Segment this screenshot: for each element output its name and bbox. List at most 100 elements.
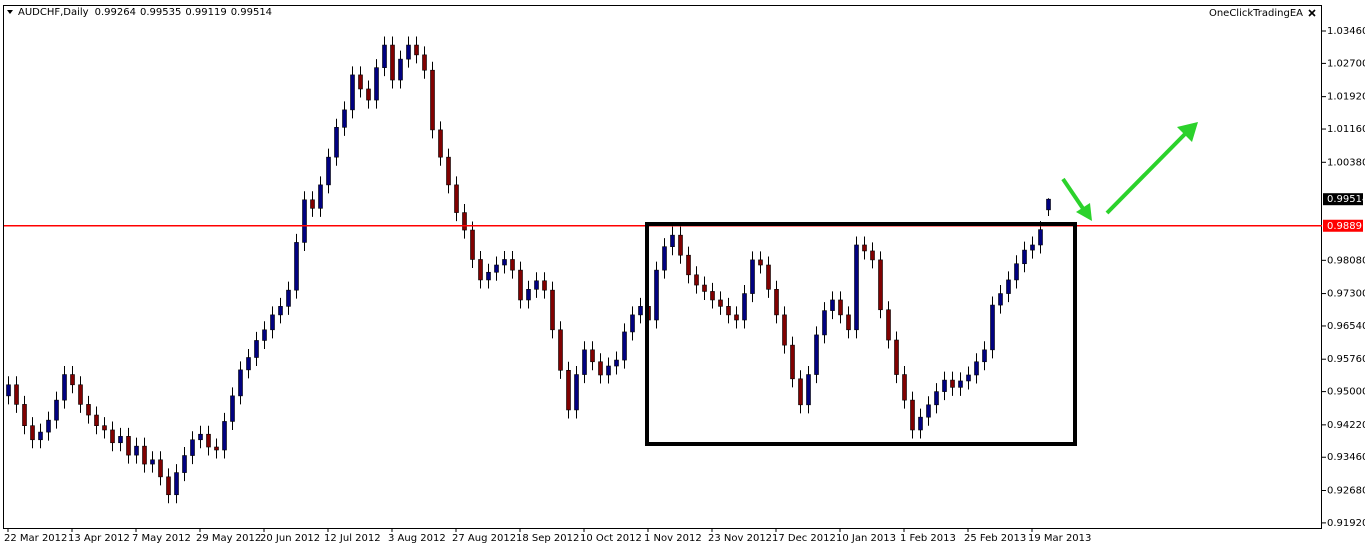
candle-body — [790, 344, 795, 380]
close-button[interactable] — [1308, 9, 1316, 17]
arrow-small — [1061, 177, 1092, 221]
candle-body — [606, 365, 611, 376]
candle-body — [278, 306, 283, 316]
candle-body — [678, 234, 683, 256]
x-tick-label: 27 Aug 2012 — [452, 533, 516, 544]
axis-layer — [7, 30, 1326, 532]
candle-body — [854, 244, 859, 331]
candle-body — [30, 425, 35, 441]
label-layer: 1.03460 1.02700 1.01920 1.01160 1.00380 0.980… — [4, 26, 1365, 544]
candle-body — [846, 314, 851, 331]
candle-body — [518, 269, 523, 301]
candle-body — [462, 212, 467, 231]
y-tick-label: 1.01160 — [1327, 124, 1365, 135]
x-tick-label: 22 Mar 2012 — [4, 533, 67, 544]
candle-body — [886, 309, 891, 341]
candle-body — [622, 331, 627, 361]
candle-body — [958, 380, 963, 388]
candle-body — [918, 416, 923, 431]
plot-frame — [3, 5, 1322, 529]
candle-body — [1030, 244, 1035, 251]
candle-body — [774, 289, 779, 316]
candle-body — [582, 349, 587, 375]
candle-body — [342, 109, 347, 128]
candle-body — [446, 156, 451, 186]
header-low: 0.99119 — [185, 7, 226, 18]
candle-body — [270, 314, 275, 331]
candle-body — [742, 293, 747, 321]
y-tick-label: 0.97300 — [1327, 289, 1365, 300]
candle-body — [94, 414, 99, 427]
candle-body — [470, 229, 475, 260]
candle-body — [830, 299, 835, 311]
x-tick-label: 1 Nov 2012 — [644, 533, 702, 544]
x-tick-label: 17 Dec 2012 — [772, 533, 836, 544]
candle-body — [438, 129, 443, 158]
candle-body — [430, 69, 435, 131]
candle-body — [542, 280, 547, 291]
candle-body — [510, 259, 515, 271]
price-level-box — [1323, 219, 1363, 232]
candle-body — [126, 436, 131, 456]
current-price-label: 0.99514 — [1327, 194, 1365, 205]
candle-body — [862, 244, 867, 252]
candle-body — [926, 404, 931, 418]
candle-body — [78, 384, 83, 405]
candle-body — [422, 54, 427, 71]
candle-body — [214, 446, 219, 451]
candle-body — [686, 254, 691, 276]
candle-body — [198, 433, 203, 441]
candle-body — [814, 334, 819, 375]
candle-body — [1014, 263, 1019, 281]
candle-body — [14, 384, 19, 405]
candle-body — [478, 259, 483, 281]
candle-body — [966, 374, 971, 382]
x-tick-label: 19 Mar 2013 — [1028, 533, 1091, 544]
x-tick-label: 13 Apr 2012 — [68, 533, 130, 544]
candle-body — [302, 199, 307, 243]
x-tick-label: 25 Feb 2013 — [964, 533, 1026, 544]
candle-body — [998, 293, 1003, 306]
candle-body — [246, 357, 251, 371]
x-tick-label: 10 Oct 2012 — [580, 533, 642, 544]
candle-body — [326, 156, 331, 186]
candle-body — [182, 455, 187, 473]
candle-body — [150, 459, 155, 465]
y-tick-label: 1.03460 — [1327, 26, 1365, 37]
candle-body — [62, 374, 67, 401]
candle-body — [598, 361, 603, 376]
candle-body — [566, 369, 571, 411]
x-tick-label: 20 Jun 2012 — [260, 533, 320, 544]
y-tick-label: 0.93460 — [1327, 452, 1365, 463]
candle-body — [110, 429, 115, 444]
symbol-title: AUDCHF,Daily — [18, 7, 89, 18]
candle-body — [726, 306, 731, 316]
candle-body — [6, 384, 11, 397]
candle-body — [38, 431, 43, 441]
current-price-box — [1323, 193, 1363, 206]
candle-body — [318, 184, 323, 209]
candle-body — [486, 271, 491, 281]
candle-body — [206, 433, 211, 448]
candle-body — [974, 361, 979, 376]
candle-body — [934, 391, 939, 406]
candle-body — [902, 374, 907, 401]
candle-body — [70, 374, 75, 386]
candle-body — [310, 199, 315, 209]
candle-body — [238, 369, 243, 397]
candle-body — [390, 44, 395, 81]
x-tick-label: 18 Sep 2012 — [516, 533, 579, 544]
arrow-large — [1105, 122, 1198, 215]
candle-body — [870, 250, 875, 261]
y-tick-label: 0.91920 — [1327, 518, 1365, 529]
candle-body — [838, 299, 843, 316]
candle-body — [102, 425, 107, 431]
candle-body — [174, 472, 179, 496]
candle-body — [878, 259, 883, 311]
price-level-label: 0.98891 — [1327, 221, 1365, 232]
candle-body — [710, 291, 715, 301]
x-tick-label: 10 Jan 2013 — [836, 533, 896, 544]
candle-body — [782, 314, 787, 346]
